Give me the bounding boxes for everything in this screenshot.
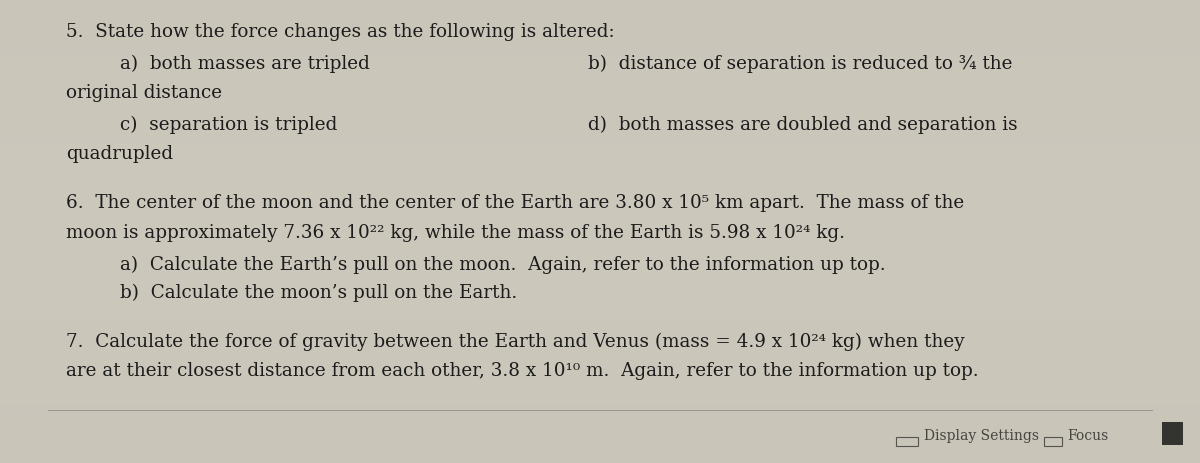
- Text: 5.  State how the force changes as the following is altered:: 5. State how the force changes as the fo…: [66, 24, 614, 41]
- Text: moon is approximately 7.36 x 10²² kg, while the mass of the Earth is 5.98 x 10²⁴: moon is approximately 7.36 x 10²² kg, wh…: [66, 224, 845, 242]
- Text: d)  both masses are doubled and separation is: d) both masses are doubled and separatio…: [588, 116, 1018, 134]
- Bar: [1162, 422, 1183, 445]
- Text: Display Settings: Display Settings: [924, 428, 1039, 442]
- Text: original distance: original distance: [66, 84, 222, 101]
- Text: are at their closest distance from each other, 3.8 x 10¹⁰ m.  Again, refer to th: are at their closest distance from each …: [66, 362, 979, 379]
- Text: b)  distance of separation is reduced to ¾ the: b) distance of separation is reduced to …: [588, 55, 1013, 73]
- Text: c)  separation is tripled: c) separation is tripled: [120, 116, 337, 134]
- Text: Focus: Focus: [1067, 428, 1108, 442]
- Text: a)  Calculate the Earth’s pull on the moon.  Again, refer to the information up : a) Calculate the Earth’s pull on the moo…: [120, 255, 886, 273]
- Text: b)  Calculate the moon’s pull on the Earth.: b) Calculate the moon’s pull on the Eart…: [120, 283, 517, 302]
- Text: 6.  The center of the moon and the center of the Earth are 3.80 x 10⁵ km apart. : 6. The center of the moon and the center…: [66, 194, 965, 212]
- Text: a)  both masses are tripled: a) both masses are tripled: [120, 55, 370, 73]
- Text: quadrupled: quadrupled: [66, 145, 173, 163]
- Text: 7.  Calculate the force of gravity between the Earth and Venus (mass = 4.9 x 10²: 7. Calculate the force of gravity betwee…: [66, 332, 965, 350]
